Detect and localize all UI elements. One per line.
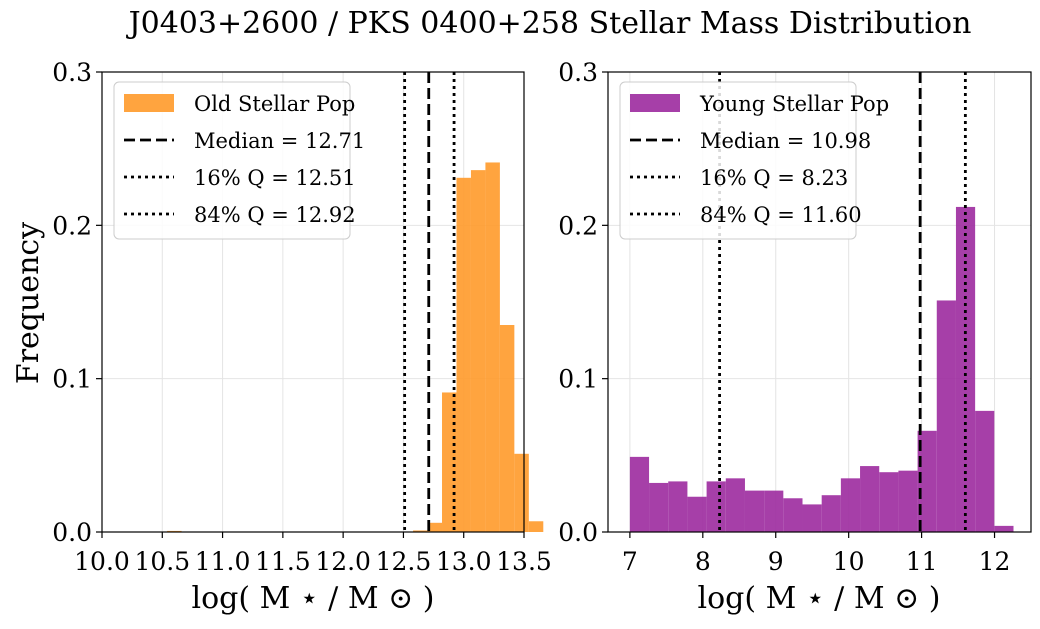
- y-tick-label: 0.2: [52, 211, 92, 240]
- y-tick-label: 0.1: [52, 365, 92, 394]
- figure-title: J0403+2600 / PKS 0400+258 Stellar Mass D…: [126, 6, 972, 41]
- histogram-bar: [649, 482, 669, 532]
- histogram-bar: [442, 392, 457, 532]
- x-tick-label: 11.0: [195, 547, 251, 576]
- axes-frame: [101, 71, 525, 533]
- x-tick-label: 13.5: [496, 547, 552, 576]
- histogram-bar: [975, 410, 995, 532]
- legend-label: Young Stellar Pop: [699, 92, 889, 116]
- x-tick-label: 10.0: [74, 547, 130, 576]
- x-tick-label: 7: [622, 547, 638, 576]
- histogram-bar: [706, 481, 726, 532]
- histogram-bar: [898, 470, 918, 532]
- legend-swatch-histogram: [124, 94, 174, 112]
- histogram-bar: [514, 453, 529, 532]
- y-tick-label: 0.3: [558, 58, 598, 87]
- histogram-bar: [802, 504, 822, 532]
- histogram-bar: [955, 206, 976, 532]
- histogram-bar: [764, 490, 784, 532]
- x-axis-label-right: log( M ⋆ / M ⊙ ): [698, 581, 941, 616]
- y-axis-label: Frequency: [11, 222, 46, 384]
- x-tick-label: 9: [768, 547, 784, 576]
- x-tick-label: 8: [695, 547, 711, 576]
- legend-label: 84% Q = 12.92: [194, 203, 356, 227]
- x-tick-label: 12.0: [315, 547, 371, 576]
- legend-label: Old Stellar Pop: [194, 92, 355, 116]
- legend-label: Median = 12.71: [194, 129, 365, 153]
- histogram-bar: [783, 498, 803, 532]
- x-tick-label: 10: [833, 547, 865, 576]
- histogram-bar: [744, 490, 765, 532]
- histogram-bar: [687, 496, 707, 532]
- x-tick-label: 12: [979, 547, 1011, 576]
- histogram-bar: [427, 522, 443, 532]
- legend-label: 16% Q = 12.51: [194, 166, 356, 190]
- histogram-bar: [528, 521, 544, 532]
- legend-label: 84% Q = 11.60: [700, 203, 862, 227]
- histogram-bar: [917, 430, 937, 532]
- histogram-bar: [629, 456, 650, 532]
- x-tick-label: 12.5: [376, 547, 432, 576]
- legend-frame: [619, 81, 857, 240]
- histogram-bar: [725, 478, 745, 532]
- x-tick-label: 10.5: [134, 547, 190, 576]
- histogram-bar: [485, 162, 500, 532]
- histogram-bar: [936, 300, 956, 532]
- legend-label: 16% Q = 8.23: [700, 166, 848, 190]
- legend-frame: [113, 81, 351, 240]
- histogram-bar: [879, 472, 899, 532]
- y-tick-label: 0.3: [52, 58, 92, 87]
- y-tick-label: 0.2: [558, 211, 598, 240]
- axes-frame: [607, 71, 1032, 533]
- x-tick-label: 11: [906, 547, 938, 576]
- histogram-bar: [860, 466, 880, 532]
- histogram-bar: [413, 530, 428, 532]
- x-axis-label-left: log( M ⋆ / M ⊙ ): [192, 581, 435, 616]
- histogram-bar: [470, 170, 486, 532]
- panel-old-stellar-pop: 10.0 10.5 11.0 11.5 12.0 12.5 13.0 13.5 0.0 0.1 0.…: [52, 58, 552, 576]
- x-tick-label: 13.0: [436, 547, 492, 576]
- histogram-bar: [456, 177, 471, 533]
- y-tick-label: 0.1: [558, 365, 598, 394]
- legend: Old Stellar Pop Median = 12.71 16% Q = 12.…: [113, 81, 365, 240]
- histogram-bar: [994, 525, 1014, 532]
- x-tick-label: 11.5: [255, 547, 311, 576]
- y-tick-label: 0.0: [558, 518, 598, 547]
- histogram-bar: [499, 325, 515, 532]
- y-tick-label: 0.0: [52, 518, 92, 547]
- legend: Young Stellar Pop Median = 10.98 16% Q = 8…: [619, 81, 889, 240]
- histogram-bar: [668, 481, 688, 532]
- legend-swatch-histogram: [630, 94, 680, 112]
- histogram-bar: [840, 478, 861, 532]
- histogram-bar: [821, 495, 841, 532]
- legend-label: Median = 10.98: [700, 129, 871, 153]
- panel-young-stellar-pop: 7 8 9 10 11 12 0.0 0.1 0.2 0.3 Young Stellar Pop Me…: [558, 58, 1032, 576]
